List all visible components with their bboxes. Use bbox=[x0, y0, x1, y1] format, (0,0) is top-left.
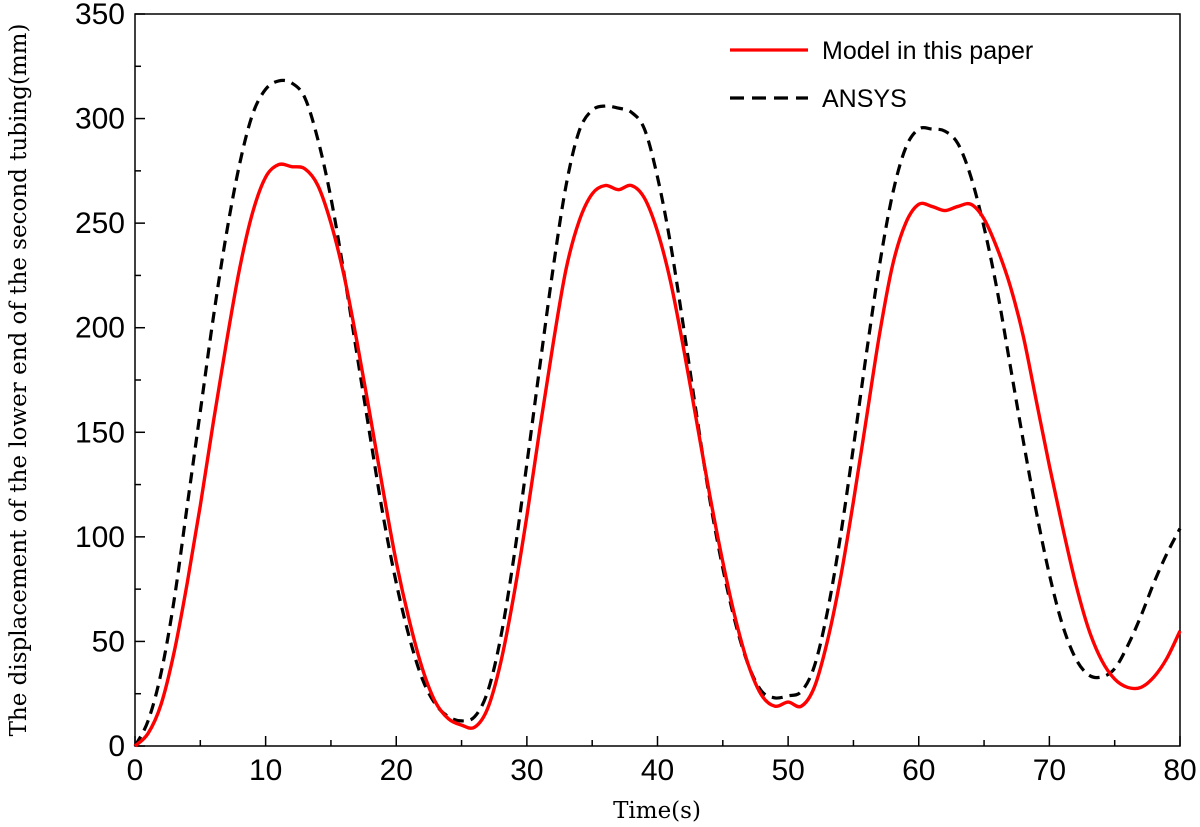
axis-ticks bbox=[134, 13, 1181, 747]
series-layer bbox=[133, 78, 1182, 748]
y-tick-label: 50 bbox=[92, 625, 125, 658]
legend: Model in this paper ANSYS bbox=[730, 37, 1033, 113]
plot-frame bbox=[134, 13, 1181, 747]
y-tick-label: 0 bbox=[108, 730, 125, 763]
tick-labels: 0 10 20 30 40 50 60 70 80 0 50 100 150 200 250 300 350 bbox=[75, 0, 1197, 787]
y-tick-label: 300 bbox=[75, 103, 125, 136]
x-tick-label: 50 bbox=[771, 754, 804, 787]
x-tick-label: 30 bbox=[510, 754, 543, 787]
legend-label: Model in this paper bbox=[822, 37, 1033, 65]
x-tick-label: 60 bbox=[902, 754, 935, 787]
x-tick-label: 20 bbox=[380, 754, 413, 787]
x-tick-label: 70 bbox=[1033, 754, 1066, 787]
x-tick-label: 80 bbox=[1163, 754, 1196, 787]
y-tick-label: 350 bbox=[75, 0, 125, 31]
legend-label: ANSYS bbox=[822, 85, 907, 113]
series-line-model bbox=[133, 162, 1182, 748]
x-tick-label: 40 bbox=[641, 754, 674, 787]
series-line-ansys bbox=[133, 78, 1182, 747]
x-axis-title: Time(s) bbox=[613, 798, 701, 824]
y-tick-label: 200 bbox=[75, 312, 125, 345]
y-tick-label: 150 bbox=[75, 416, 125, 449]
y-tick-label: 250 bbox=[75, 207, 125, 240]
y-axis-title: The displacement of the lower end of the… bbox=[6, 24, 32, 737]
x-tick-label: 0 bbox=[127, 754, 144, 787]
y-tick-label: 100 bbox=[75, 521, 125, 554]
x-tick-label: 10 bbox=[249, 754, 282, 787]
